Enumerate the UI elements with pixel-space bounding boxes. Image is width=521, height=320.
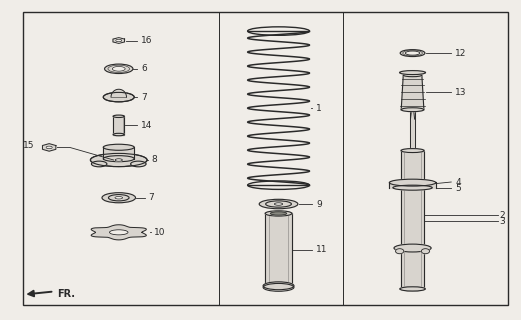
Ellipse shape: [400, 71, 426, 75]
Ellipse shape: [105, 64, 133, 74]
Ellipse shape: [263, 282, 294, 290]
Text: 7: 7: [148, 193, 154, 202]
Bar: [113, 116, 125, 134]
Bar: [401, 151, 424, 289]
Ellipse shape: [91, 161, 107, 167]
Text: 7: 7: [141, 92, 147, 102]
Text: 14: 14: [141, 121, 152, 130]
Ellipse shape: [113, 133, 125, 136]
Text: FR.: FR.: [57, 289, 75, 299]
Polygon shape: [43, 144, 56, 151]
Ellipse shape: [266, 201, 291, 207]
Ellipse shape: [400, 287, 425, 291]
Polygon shape: [91, 225, 146, 240]
Bar: [113, 116, 125, 134]
Ellipse shape: [46, 146, 52, 149]
Bar: [389, 182, 436, 188]
Text: 5: 5: [455, 184, 461, 193]
Ellipse shape: [113, 115, 125, 117]
Text: 6: 6: [141, 64, 147, 73]
Ellipse shape: [405, 51, 420, 55]
Bar: [401, 151, 424, 289]
Ellipse shape: [394, 244, 431, 252]
Text: 12: 12: [455, 49, 467, 58]
Polygon shape: [401, 75, 424, 110]
Text: 13: 13: [455, 88, 467, 97]
Ellipse shape: [401, 287, 424, 291]
Bar: [411, 110, 415, 151]
Text: 1: 1: [316, 104, 322, 113]
Ellipse shape: [103, 92, 134, 102]
Ellipse shape: [113, 67, 125, 71]
Ellipse shape: [109, 230, 128, 235]
Ellipse shape: [400, 50, 425, 57]
Bar: [103, 149, 134, 159]
Ellipse shape: [115, 159, 122, 161]
Ellipse shape: [116, 39, 122, 42]
Polygon shape: [113, 38, 125, 44]
Ellipse shape: [401, 148, 424, 153]
Ellipse shape: [103, 156, 134, 162]
Text: 11: 11: [316, 245, 328, 254]
Text: 16: 16: [141, 36, 153, 45]
Text: 3: 3: [499, 217, 505, 226]
Text: 15: 15: [23, 141, 35, 150]
Ellipse shape: [259, 199, 298, 209]
Ellipse shape: [393, 185, 432, 190]
Text: 9: 9: [316, 200, 322, 209]
Circle shape: [395, 249, 404, 254]
Ellipse shape: [91, 153, 147, 167]
Ellipse shape: [131, 161, 146, 167]
Ellipse shape: [103, 144, 134, 150]
Polygon shape: [411, 110, 415, 119]
Ellipse shape: [270, 212, 287, 215]
Text: 8: 8: [151, 156, 157, 164]
Ellipse shape: [108, 195, 129, 201]
Ellipse shape: [401, 108, 424, 112]
Bar: [265, 213, 292, 286]
Ellipse shape: [389, 179, 436, 186]
Ellipse shape: [115, 196, 122, 199]
Ellipse shape: [102, 193, 135, 203]
Ellipse shape: [275, 203, 283, 205]
Ellipse shape: [403, 74, 422, 77]
Bar: [411, 110, 415, 151]
Bar: [265, 213, 292, 286]
Text: 4: 4: [455, 178, 461, 187]
Ellipse shape: [265, 211, 292, 216]
Text: 10: 10: [154, 228, 165, 237]
Circle shape: [421, 249, 430, 254]
Text: 2: 2: [499, 211, 505, 220]
